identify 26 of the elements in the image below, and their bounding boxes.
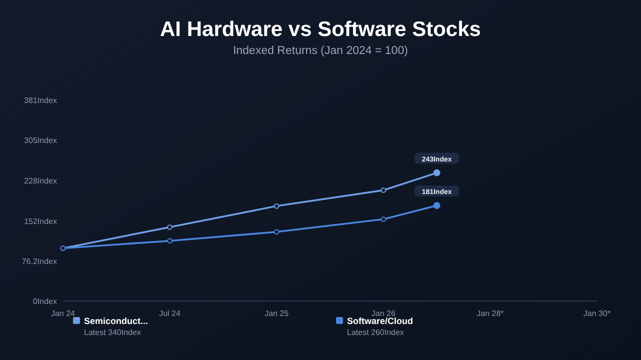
point [274,229,280,235]
y-tick-label: 76.2Index [22,256,57,266]
x-tick-label: Jul 24 [159,309,182,318]
point [167,238,172,244]
point [167,224,172,230]
point [380,188,386,193]
chart-subtitle: Indexed Returns (Jan 2024 = 100) [233,45,408,57]
x-tick-label: Jan 28* [476,309,504,318]
x-tick-label: Jan 26 [371,309,396,318]
text: Latest 260Index [347,328,404,337]
legend-label: Semiconduct... [84,316,148,326]
y-tick-label: 0Index [32,297,57,306]
y-tick-label: 305Index [24,136,57,146]
chart-title: AI Hardware vs Software Stocks [160,18,481,41]
point [380,216,386,222]
x-tick-label: Jan 25 [264,309,290,318]
text: Latest 340Index [84,328,141,337]
legend-label: Software/Cloud [347,316,414,326]
x-tick-label: Jan 30* [583,309,611,318]
y-tick-label: 381Index [24,96,57,105]
y-tick-label: 228Index [24,176,57,186]
point [274,203,280,209]
y-tick-label: 152Index [24,216,57,226]
point [433,169,440,176]
x-tick-label: Jan 24 [50,309,76,318]
point [433,202,440,210]
